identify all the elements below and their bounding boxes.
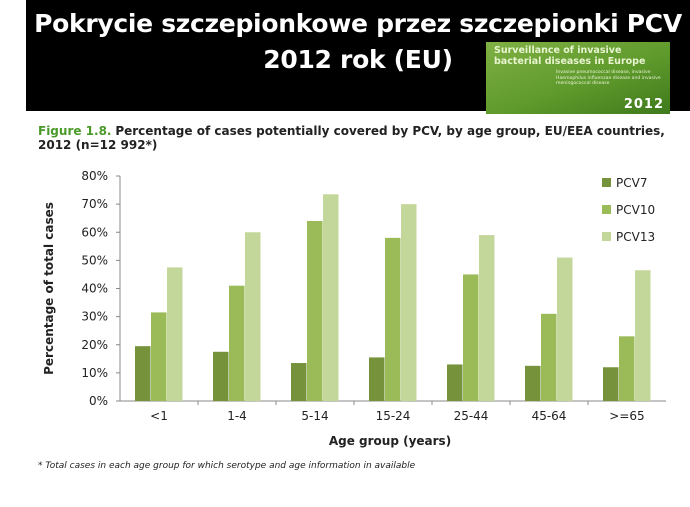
x-tick-label: 45-64: [532, 409, 567, 423]
y-tick-label: 70%: [81, 197, 108, 211]
x-tick-label: <1: [150, 409, 168, 423]
y-tick-label: 80%: [81, 169, 108, 183]
y-tick-label: 50%: [81, 253, 108, 267]
bar-pcv10: [463, 274, 479, 401]
y-tick-label: 20%: [81, 338, 108, 352]
bar-pcv10: [229, 285, 245, 401]
y-tick-label: 40%: [81, 282, 108, 296]
bar-pcv13: [479, 235, 495, 401]
legend-label-pcv10: PCV10: [616, 203, 655, 217]
legend-swatch-pcv10: [602, 205, 611, 214]
y-axis-title: Percentage of total cases: [42, 202, 56, 375]
slide-title-line-1: Pokrycie szczepionkowe przez szczepionki…: [34, 9, 682, 38]
figure-caption: Figure 1.8. Percentage of cases potentia…: [38, 124, 678, 152]
bar-pcv10: [541, 313, 557, 401]
bar-pcv10: [151, 312, 167, 401]
report-cover-thumbnail: Surveillance of invasive bacterial disea…: [486, 42, 670, 114]
legend-label-pcv7: PCV7: [616, 176, 647, 190]
bar-pcv7: [447, 364, 463, 401]
legend-label-pcv13: PCV13: [616, 230, 655, 244]
y-tick-label: 10%: [81, 366, 108, 380]
slide-title: Pokrycie szczepionkowe przez szczepionki…: [26, 6, 690, 78]
bar-pcv7: [525, 365, 541, 401]
bar-pcv7: [213, 351, 229, 401]
legend-swatch-pcv13: [602, 232, 611, 241]
y-tick-label: 30%: [81, 310, 108, 324]
x-axis-title: Age group (years): [329, 434, 451, 448]
bar-pcv10: [619, 336, 635, 401]
slide-title-line-2: 2012 rok (EU): [263, 45, 453, 74]
bar-pcv10: [307, 221, 323, 401]
bar-pcv7: [135, 346, 151, 401]
y-tick-label: 60%: [81, 225, 108, 239]
bar-pcv13: [323, 194, 339, 401]
x-tick-label: 5-14: [301, 409, 328, 423]
figure-number: Figure 1.8.: [38, 124, 112, 138]
report-cover-subtitle: Invasive pneumococcal disease, invasive …: [556, 70, 661, 86]
bar-pcv13: [167, 267, 183, 401]
bar-pcv13: [245, 232, 261, 401]
bar-pcv13: [557, 257, 573, 401]
report-cover-year: 2012: [623, 97, 664, 112]
figure-footnote: * Total cases in each age group for whic…: [38, 461, 416, 471]
bar-pcv7: [291, 363, 307, 401]
x-tick-label: 1-4: [227, 409, 247, 423]
x-tick-label: 15-24: [376, 409, 411, 423]
y-tick-label: 0%: [89, 394, 108, 408]
bar-pcv13: [401, 204, 417, 401]
figure-caption-text: Percentage of cases potentially covered …: [38, 124, 665, 152]
bar-pcv7: [369, 357, 385, 401]
report-cover-title: Surveillance of invasive bacterial disea…: [494, 45, 646, 67]
bar-pcv13: [635, 270, 651, 401]
bar-pcv10: [385, 237, 401, 401]
x-tick-label: 25-44: [454, 409, 489, 423]
legend-swatch-pcv7: [602, 178, 611, 187]
x-tick-label: >=65: [609, 409, 644, 423]
bar-pcv7: [603, 367, 619, 401]
